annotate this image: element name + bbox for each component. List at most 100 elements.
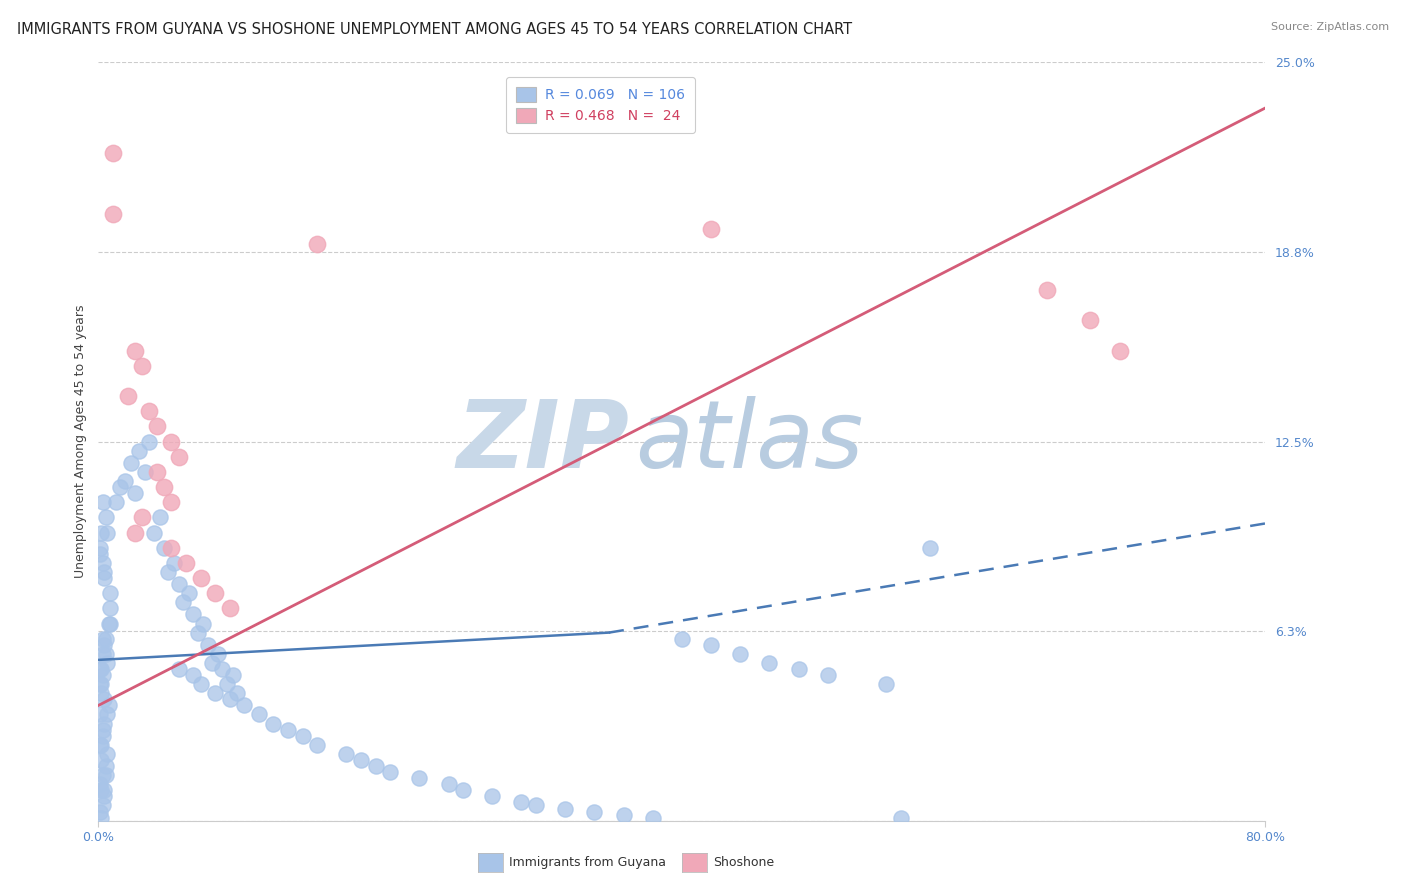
Immigrants from Guyana	[890, 811, 912, 825]
Immigrants from Guyana	[128, 443, 150, 458]
Immigrants from Guyana	[364, 759, 387, 773]
Text: ZIP: ZIP	[457, 395, 630, 488]
Immigrants from Guyana	[97, 698, 120, 713]
Immigrants from Guyana	[142, 525, 165, 540]
Immigrants from Guyana	[94, 647, 117, 661]
Immigrants from Guyana	[90, 811, 112, 825]
Immigrants from Guyana	[193, 616, 215, 631]
Immigrants from Guyana	[875, 677, 897, 691]
Immigrants from Guyana	[671, 632, 693, 646]
Immigrants from Guyana	[93, 565, 115, 579]
Immigrants from Guyana	[510, 796, 533, 810]
Immigrants from Guyana	[89, 541, 111, 555]
Shoshone	[1108, 343, 1130, 358]
Immigrants from Guyana	[98, 586, 121, 600]
Text: Immigrants from Guyana: Immigrants from Guyana	[509, 856, 666, 869]
Immigrants from Guyana	[335, 747, 357, 761]
Immigrants from Guyana	[612, 807, 634, 822]
Immigrants from Guyana	[91, 495, 114, 509]
Shoshone	[146, 419, 169, 434]
Immigrants from Guyana	[167, 577, 190, 591]
Immigrants from Guyana	[167, 662, 190, 676]
Immigrants from Guyana	[91, 647, 114, 661]
Shoshone	[160, 541, 183, 555]
Immigrants from Guyana	[730, 647, 752, 661]
Immigrants from Guyana	[91, 632, 114, 646]
Immigrants from Guyana	[215, 677, 238, 691]
Immigrants from Guyana	[134, 465, 156, 479]
Immigrants from Guyana	[918, 541, 941, 555]
Immigrants from Guyana	[96, 747, 118, 761]
Y-axis label: Unemployment Among Ages 45 to 54 years: Unemployment Among Ages 45 to 54 years	[75, 305, 87, 578]
Immigrants from Guyana	[89, 738, 111, 752]
Immigrants from Guyana	[94, 632, 117, 646]
Immigrants from Guyana	[291, 729, 314, 743]
Immigrants from Guyana	[226, 686, 249, 700]
Immigrants from Guyana	[94, 510, 117, 524]
Shoshone	[101, 146, 124, 161]
Immigrants from Guyana	[233, 698, 256, 713]
Immigrants from Guyana	[187, 625, 209, 640]
Immigrants from Guyana	[96, 707, 118, 722]
Immigrants from Guyana	[700, 638, 723, 652]
Immigrants from Guyana	[91, 768, 114, 782]
Shoshone	[218, 601, 240, 615]
Immigrants from Guyana	[110, 480, 132, 494]
Immigrants from Guyana	[91, 798, 114, 813]
Shoshone	[131, 510, 153, 524]
Immigrants from Guyana	[94, 768, 117, 782]
Immigrants from Guyana	[96, 525, 118, 540]
Immigrants from Guyana	[149, 510, 172, 524]
Immigrants from Guyana	[437, 777, 460, 791]
Immigrants from Guyana	[89, 547, 111, 561]
Shoshone	[117, 389, 139, 403]
Shoshone	[700, 222, 723, 236]
Immigrants from Guyana	[93, 692, 115, 706]
Immigrants from Guyana	[641, 811, 664, 825]
Legend: R = 0.069   N = 106, R = 0.468   N =  24: R = 0.069 N = 106, R = 0.468 N = 24	[506, 77, 695, 133]
Immigrants from Guyana	[90, 662, 112, 676]
Immigrants from Guyana	[207, 647, 229, 661]
Text: Source: ZipAtlas.com: Source: ZipAtlas.com	[1271, 22, 1389, 32]
Immigrants from Guyana	[197, 638, 219, 652]
Shoshone	[131, 359, 153, 373]
Shoshone	[167, 450, 190, 464]
Immigrants from Guyana	[93, 638, 115, 652]
Text: atlas: atlas	[636, 396, 863, 487]
Immigrants from Guyana	[218, 692, 240, 706]
Shoshone	[124, 525, 146, 540]
Immigrants from Guyana	[181, 607, 204, 622]
Shoshone	[101, 207, 124, 221]
Immigrants from Guyana	[91, 723, 114, 737]
Immigrants from Guyana	[98, 616, 121, 631]
Immigrants from Guyana	[90, 783, 112, 797]
Immigrants from Guyana	[90, 738, 112, 752]
Immigrants from Guyana	[451, 783, 474, 797]
Shoshone	[1080, 313, 1102, 327]
Immigrants from Guyana	[583, 805, 606, 819]
Immigrants from Guyana	[177, 586, 200, 600]
Immigrants from Guyana	[104, 495, 127, 509]
Immigrants from Guyana	[90, 686, 112, 700]
Immigrants from Guyana	[91, 729, 114, 743]
Immigrants from Guyana	[350, 753, 373, 767]
Immigrants from Guyana	[211, 662, 233, 676]
Immigrants from Guyana	[787, 662, 810, 676]
Immigrants from Guyana	[163, 556, 186, 570]
Immigrants from Guyana	[554, 801, 576, 815]
Shoshone	[124, 343, 146, 358]
Shoshone	[138, 404, 160, 418]
Immigrants from Guyana	[89, 662, 111, 676]
Immigrants from Guyana	[221, 668, 243, 682]
Shoshone	[174, 556, 197, 570]
Immigrants from Guyana	[524, 798, 547, 813]
Immigrants from Guyana	[93, 789, 115, 804]
Immigrants from Guyana	[124, 486, 146, 500]
Immigrants from Guyana	[172, 595, 194, 609]
Immigrants from Guyana	[758, 656, 780, 670]
Immigrants from Guyana	[157, 565, 180, 579]
Immigrants from Guyana	[89, 677, 111, 691]
Shoshone	[204, 586, 226, 600]
Text: Shoshone: Shoshone	[713, 856, 773, 869]
Immigrants from Guyana	[93, 716, 115, 731]
